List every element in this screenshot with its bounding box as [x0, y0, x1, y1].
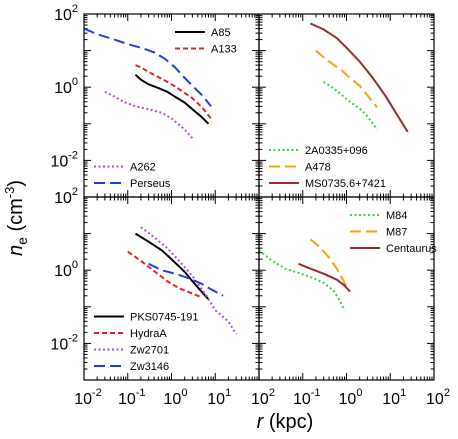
panel-frame — [83, 196, 260, 381]
y-tick-label: 102 — [54, 186, 78, 207]
panel-bottom-left-curves — [127, 226, 237, 335]
panels: A85 A133 A262 Perseus 2A0335+096 A478 MS0735.6… — [83, 13, 437, 381]
x-tick-label: 102 — [426, 387, 450, 408]
x-tick-label: 10-1 — [118, 387, 146, 408]
legend: 2A0335+096 A478 MS0735.6+7421 — [269, 145, 386, 190]
legend: M84 M87 Centaurus — [350, 210, 437, 255]
series-line-ms0735-6-7421 — [310, 22, 409, 133]
series-line-zw3146 — [148, 262, 224, 297]
x-tick-label: 10-2 — [74, 387, 102, 408]
legend-label: A133 — [211, 44, 237, 56]
x-tick-label: 100 — [164, 387, 188, 408]
panel-frame — [258, 196, 435, 381]
x-tick-label: 101 — [207, 387, 231, 408]
x-tick-label: 10-1 — [293, 387, 321, 408]
legend-label: HydraA — [130, 328, 167, 340]
series-line-a85 — [134, 73, 210, 125]
panel-top-left-ticks — [83, 13, 260, 198]
legend: PKS0745-191 HydraA Zw2701 Zw3146 — [94, 312, 199, 373]
panel-frame — [83, 13, 260, 198]
tick-labels: 10-2 10-1 100 101 102 10-1 100 101 102 102 100 10-2… — [50, 3, 450, 408]
panel-bottom-right: M84 M87 Centaurus — [258, 196, 437, 381]
panel-top-left: A85 A133 A262 Perseus — [83, 13, 260, 198]
legend-label: M87 — [386, 227, 407, 239]
legend-label: A85 — [211, 27, 231, 39]
panel-top-left-curves — [84, 27, 212, 140]
series-line-a262 — [104, 90, 194, 140]
y-tick-label: 10-2 — [50, 149, 78, 170]
legend-label: MS0735.6+7421 — [305, 178, 386, 190]
legend-label: Zw3146 — [130, 361, 169, 373]
legend-label: 2A0335+096 — [305, 145, 368, 157]
panel-bottom-left: PKS0745-191 HydraA Zw2701 Zw3146 — [83, 196, 260, 381]
legend-label: A478 — [305, 162, 331, 174]
panel-frame — [258, 13, 435, 198]
series-line-m87 — [309, 238, 348, 288]
series-line-pks0745-191 — [134, 232, 210, 300]
y-axis-title: ne (cm-3) — [2, 180, 30, 256]
legend: A262 Perseus — [94, 162, 171, 190]
series-line-hydraa — [127, 250, 203, 299]
panel-bottom-right-curves — [259, 238, 351, 311]
series-line-perseus — [84, 27, 212, 107]
series-line-2a0335-096 — [323, 81, 378, 131]
y-tick-label: 100 — [54, 259, 78, 280]
legend-label: PKS0745-191 — [130, 312, 199, 324]
legend-label: Zw2701 — [130, 345, 169, 357]
series-line-a478 — [315, 49, 378, 109]
legend: A85 A133 — [175, 27, 237, 56]
y-tick-label: 100 — [54, 76, 78, 97]
x-axis-title: r (kpc) — [257, 411, 314, 433]
x-tick-label: 100 — [339, 387, 363, 408]
legend-label: A262 — [130, 162, 156, 174]
series-line-centaurus — [298, 262, 351, 293]
legend-label: M84 — [386, 210, 407, 222]
panel-top-right-curves — [310, 22, 409, 133]
legend-label: Centaurus — [386, 243, 437, 255]
panel-top-right: 2A0335+096 A478 MS0735.6+7421 — [258, 13, 435, 198]
panel-bottom-left-ticks — [83, 196, 260, 381]
x-tick-label: 102 — [251, 387, 275, 408]
x-tick-label: 101 — [382, 387, 406, 408]
y-tick-label: 102 — [54, 3, 78, 24]
series-line-m84 — [259, 249, 346, 311]
legend-label: Perseus — [130, 178, 171, 190]
y-tick-label: 10-2 — [50, 332, 78, 353]
panel-top-right-ticks — [258, 13, 435, 198]
series-line-a133 — [135, 64, 212, 120]
